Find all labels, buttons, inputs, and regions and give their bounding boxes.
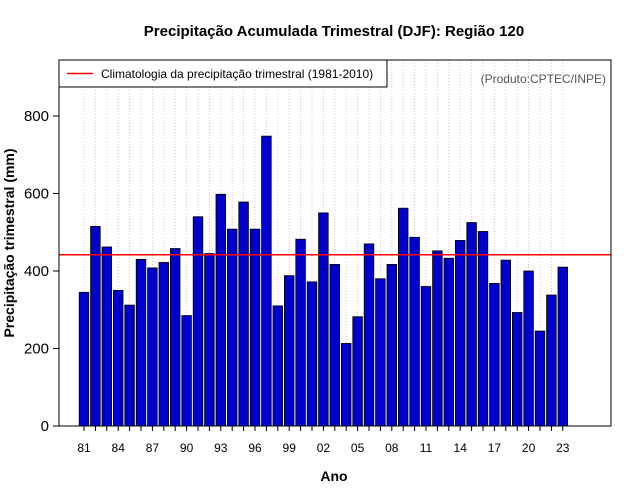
bar-81 [78,291,90,427]
bar-01 [306,281,318,427]
bar-18 [500,259,512,427]
bar-88 [158,262,170,427]
bar-23 [557,266,569,427]
x-tick-label: 17 [488,441,502,455]
legend-label: Climatologia da precipitação trimestral … [101,67,373,81]
x-tick-label: 05 [351,441,365,455]
bar-22 [546,294,557,427]
bar-11 [420,286,432,427]
bar-96 [249,228,261,427]
bar-06 [363,243,375,427]
y-tick-label: 800 [24,108,49,125]
bar-05 [352,316,363,427]
legend-box [58,59,388,88]
bar-10 [409,236,420,427]
bar-20 [523,270,534,427]
bar-98 [272,305,284,427]
bar-03 [329,264,341,427]
bar-91 [192,216,204,427]
x-tick-label: 08 [385,441,399,455]
bar-99 [283,275,295,427]
bar-82 [90,226,101,427]
bar-08 [386,264,398,427]
bar-90 [181,315,192,427]
bar-83 [101,246,113,427]
y-tick-label: 200 [24,341,49,358]
x-tick-label: 93 [214,441,228,455]
x-tick-label: 87 [146,441,160,455]
bar-19 [512,312,523,427]
bar-84 [113,289,124,427]
y-axis-title: Precipitação trimestral (mm) [1,148,17,337]
bar-17 [489,282,500,427]
x-tick-label: 11 [420,441,433,455]
bar-04 [340,343,352,427]
bar-92 [204,253,215,427]
bar-09 [397,207,409,427]
bar-95 [238,201,249,427]
bar-93 [215,193,227,427]
chart-title: Precipitação Acumulada Trimestral (DJF):… [144,23,524,40]
bar-16 [477,231,489,427]
x-tick-label: 20 [522,441,536,455]
bars [78,135,569,427]
y-axis: 0 200 400 600 800 [24,108,59,435]
bar-07 [375,278,386,427]
x-tick-label: 84 [112,441,126,455]
x-tick-label: 81 [77,441,91,455]
y-tick-label: 600 [24,186,49,203]
legend: Climatologia da precipitação trimestral … [58,59,388,88]
bar-12 [432,250,443,427]
bar-97 [261,135,272,427]
x-tick-label: 96 [248,441,262,455]
credit-label: (Produto:CPTEC/INPE) [481,72,606,86]
bar-14 [454,239,466,427]
y-tick-label: 400 [24,263,49,280]
bar-21 [534,330,546,427]
x-tick-label: 99 [283,441,297,455]
x-tick-label: 14 [454,441,468,455]
bar-85 [124,304,135,427]
bar-02 [318,212,329,427]
bar-89 [169,248,181,427]
x-tick-label: 02 [317,441,331,455]
bar-86 [135,258,147,427]
x-tick-label: 23 [556,441,570,455]
x-tick-label: 90 [180,441,194,455]
bar-87 [147,267,158,427]
bar-00 [295,238,306,427]
bar-13 [443,257,455,427]
bar-94 [226,228,238,427]
x-axis-title: Ano [320,468,347,484]
x-axis: 81 84 87 90 93 96 99 02 05 08 11 14 17 20 23 [77,426,570,455]
bar-15 [466,222,477,427]
y-tick-label: 0 [41,418,49,435]
